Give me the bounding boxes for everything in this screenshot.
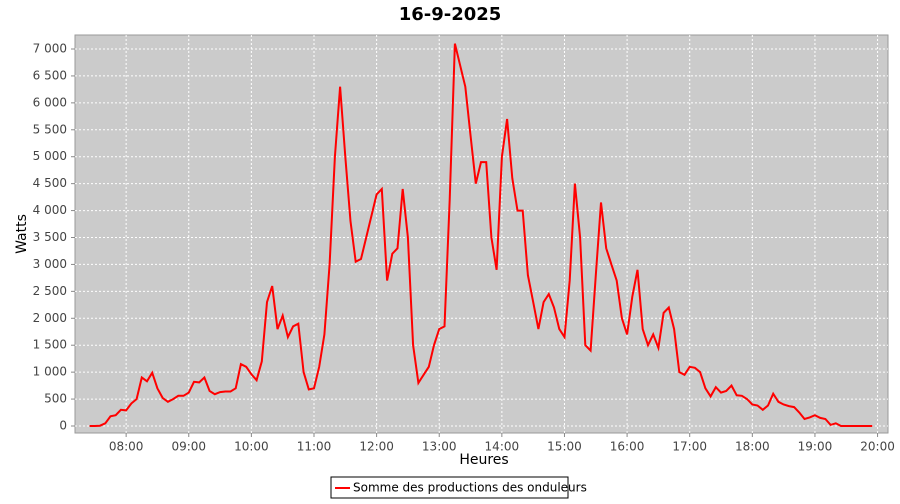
y-tick-label: 500 — [44, 392, 67, 406]
x-tick-label: 12:00 — [359, 440, 394, 454]
y-tick-label: 5 000 — [33, 149, 67, 163]
y-tick-label: 6 000 — [33, 95, 67, 109]
y-tick-label: 4 500 — [33, 176, 67, 190]
x-tick-label: 11:00 — [297, 440, 332, 454]
y-axis-label: Watts — [14, 214, 30, 254]
x-tick-label: 09:00 — [171, 440, 206, 454]
y-tick-label: 1 500 — [33, 338, 67, 352]
x-tick-label: 18:00 — [735, 440, 770, 454]
y-tick-label: 0 — [59, 418, 67, 432]
y-tick-label: 7 000 — [33, 42, 67, 56]
plot-area — [74, 34, 889, 434]
data-line — [89, 43, 873, 427]
x-tick-label: 13:00 — [422, 440, 457, 454]
legend-label: Somme des productions des onduleurs — [353, 481, 587, 495]
x-tick-label: 19:00 — [798, 440, 833, 454]
x-tick-label: 10:00 — [234, 440, 269, 454]
y-tick-label: 6 500 — [33, 68, 67, 82]
x-tick-label: 14:00 — [485, 440, 520, 454]
chart-title: 16-9-2025 — [399, 4, 502, 25]
y-tick-label: 2 000 — [33, 311, 67, 325]
x-tick-label: 08:00 — [109, 440, 144, 454]
x-tick-label: 16:00 — [610, 440, 645, 454]
y-tick-label: 5 500 — [33, 122, 67, 136]
y-tick-label: 3 000 — [33, 257, 67, 271]
x-tick-label: 20:00 — [860, 440, 895, 454]
x-tick-label: 15:00 — [547, 440, 582, 454]
y-tick-label: 2 500 — [33, 284, 67, 298]
y-tick-label: 4 000 — [33, 203, 67, 217]
y-tick-label: 3 500 — [33, 230, 67, 244]
x-axis-label: Heures — [459, 452, 508, 468]
y-tick-label: 1 000 — [33, 365, 67, 379]
x-tick-label: 17:00 — [672, 440, 707, 454]
legend — [330, 476, 569, 499]
